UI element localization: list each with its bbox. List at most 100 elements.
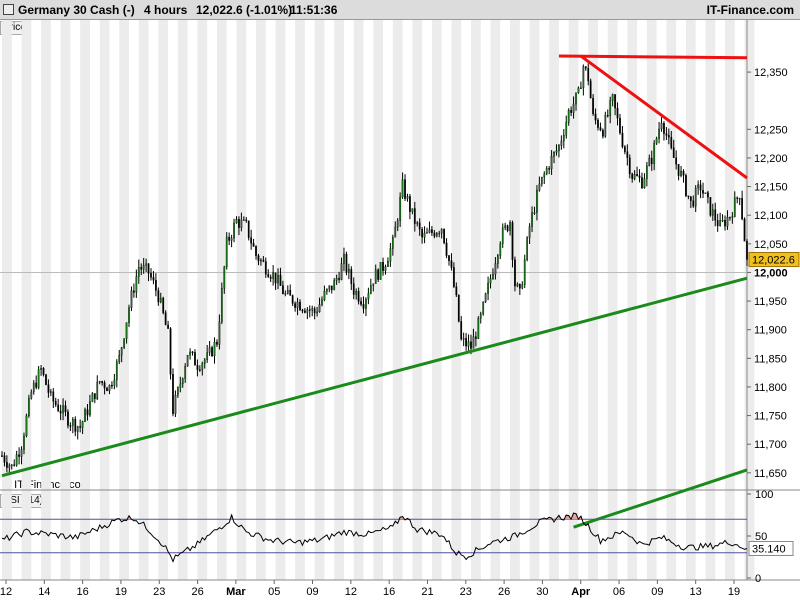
candle-body	[504, 225, 507, 228]
candle-body	[665, 133, 668, 136]
day-band	[568, 20, 579, 580]
candle-body	[108, 384, 111, 392]
candle-body	[257, 255, 260, 262]
candle-body	[548, 168, 551, 170]
candle-body	[572, 103, 575, 113]
candle-body	[672, 147, 675, 158]
candle-body	[511, 222, 514, 260]
candle-body	[570, 110, 573, 113]
candle-body	[501, 227, 504, 244]
candle-body	[272, 272, 275, 279]
candle-body	[438, 232, 441, 235]
candle-body	[157, 290, 160, 303]
candle-body	[23, 435, 25, 450]
candle-body	[352, 283, 355, 295]
x-tick-label: 05	[268, 586, 280, 598]
candle-body	[396, 220, 399, 228]
candle-body	[20, 449, 23, 457]
candle-body	[62, 405, 64, 414]
candle-body	[355, 290, 358, 295]
candle-body	[308, 309, 311, 311]
candle-body	[499, 243, 502, 256]
candle-body	[93, 393, 96, 400]
candle-body	[506, 225, 509, 231]
day-band	[431, 20, 442, 580]
quote-label: 12,022.6 (-1.01%)	[196, 3, 293, 17]
y-tick-label: 12,350	[754, 67, 788, 79]
x-tick-label: 09	[306, 586, 318, 598]
candle-body	[714, 209, 717, 221]
candle-body	[636, 174, 638, 177]
candle-body	[423, 232, 426, 238]
candle-body	[3, 455, 6, 463]
day-band	[2, 20, 12, 580]
candle-body	[101, 381, 104, 383]
candle-body	[306, 309, 309, 313]
resistance-trendline	[558, 54, 748, 60]
candle-body	[125, 322, 128, 339]
candle-body	[201, 363, 204, 370]
y-tick-label: 12,200	[754, 153, 788, 165]
candle-body	[86, 409, 89, 416]
window-icon[interactable]	[3, 4, 14, 15]
candle-body	[621, 132, 624, 147]
candle-body	[658, 128, 660, 139]
candle-body	[267, 274, 270, 278]
candle-body	[623, 146, 626, 152]
candle-body	[96, 381, 99, 400]
candle-body	[545, 168, 548, 175]
x-tick-label: 12	[0, 586, 12, 598]
candle-body	[294, 303, 296, 308]
candle-body	[704, 192, 707, 194]
candle-body	[538, 183, 541, 191]
candle-body	[702, 190, 704, 194]
candle-body	[526, 237, 529, 260]
candle-body	[264, 261, 267, 275]
candle-body	[606, 115, 609, 117]
candle-body	[379, 262, 382, 280]
x-tick-label: 12	[345, 586, 357, 598]
candle-body	[584, 66, 587, 69]
candle-body	[413, 208, 416, 224]
candle-body	[40, 368, 42, 370]
candle-body	[367, 293, 370, 300]
candle-body	[457, 294, 460, 322]
candle-body	[240, 219, 243, 228]
day-band	[41, 20, 51, 580]
candle-body	[128, 307, 130, 323]
candle-body	[387, 261, 389, 267]
candle-body	[145, 263, 147, 266]
day-band	[275, 20, 286, 580]
day-band	[490, 20, 501, 580]
candle-body	[472, 336, 475, 349]
day-band	[725, 20, 735, 580]
candle-body	[79, 426, 82, 428]
candle-body	[731, 216, 734, 218]
candle-body	[304, 310, 306, 313]
candle-body	[321, 299, 323, 305]
candle-body	[89, 401, 91, 416]
x-tick-label: 09	[651, 586, 663, 598]
candle-body	[528, 226, 531, 238]
candle-body	[18, 454, 20, 457]
candle-body	[477, 318, 480, 339]
last-price-label: 12,022.6	[752, 255, 795, 267]
candle-body	[206, 352, 209, 361]
candle-body	[648, 157, 651, 167]
candle-body	[650, 157, 653, 165]
day-band	[197, 20, 208, 580]
candle-body	[628, 157, 631, 175]
candle-body	[465, 338, 467, 347]
candle-body	[181, 378, 184, 385]
candle-body	[467, 341, 470, 347]
candle-body	[247, 220, 250, 238]
candle-body	[667, 135, 670, 138]
day-band	[451, 20, 462, 580]
candle-body	[474, 336, 477, 339]
candle-body	[45, 374, 47, 385]
candle-body	[169, 328, 172, 375]
candle-body	[81, 421, 84, 428]
candle-body	[6, 462, 8, 468]
candle-body	[455, 286, 458, 296]
